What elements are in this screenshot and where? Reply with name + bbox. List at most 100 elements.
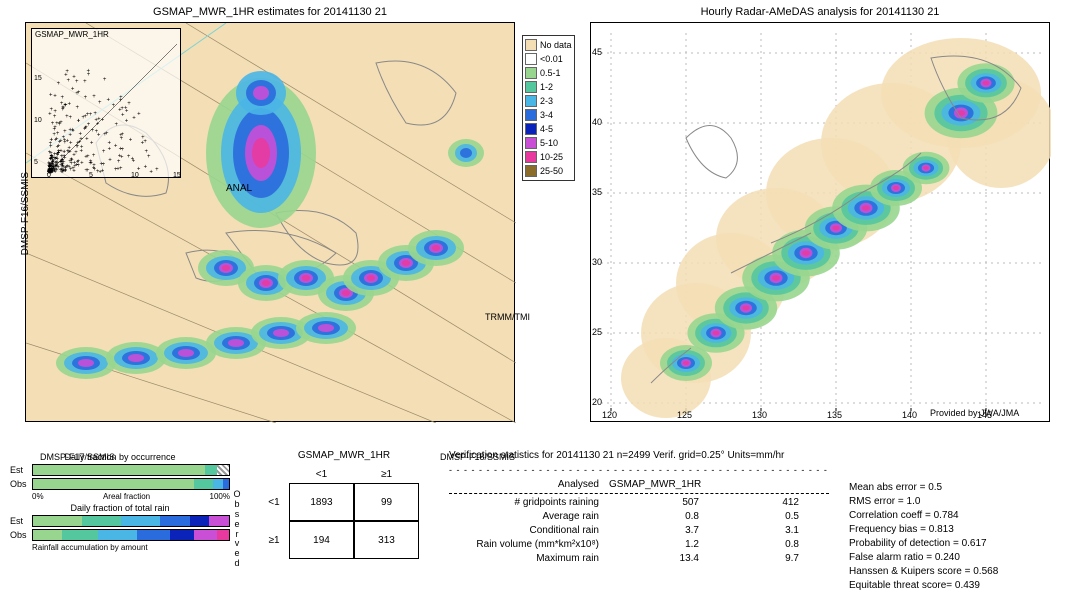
- svg-text:+: +: [77, 90, 81, 96]
- ct-cell: [259, 465, 289, 483]
- lat-tick: 20: [592, 397, 602, 407]
- svg-text:+: +: [77, 119, 81, 125]
- svg-text:+: +: [92, 94, 96, 100]
- lat-tick: 35: [592, 187, 602, 197]
- svg-text:+: +: [144, 165, 148, 171]
- ct-cell: 313: [354, 521, 419, 559]
- legend-row: 4-5: [525, 122, 572, 136]
- stats-row: Maximum rain13.49.7: [449, 553, 829, 564]
- df-row: Obs: [10, 529, 230, 541]
- svg-text:+: +: [60, 95, 64, 101]
- swath-label: DMSP-F17/SSMIS: [40, 452, 115, 462]
- stats-metrics: Mean abs error = 0.5RMS error = 1.0Corre…: [849, 479, 998, 594]
- svg-text:+: +: [107, 141, 111, 147]
- svg-text:+: +: [120, 136, 124, 142]
- metric-line: False alarm ratio = 0.240: [849, 552, 998, 563]
- svg-text:+: +: [66, 149, 70, 155]
- metric-line: Hanssen & Kuipers score = 0.568: [849, 566, 998, 577]
- svg-text:+: +: [127, 154, 131, 160]
- svg-text:+: +: [86, 68, 90, 74]
- legend-row: 2-3: [525, 94, 572, 108]
- svg-text:+: +: [62, 167, 66, 173]
- svg-text:+: +: [114, 143, 118, 149]
- stats-header: Verification statistics for 20141130 21 …: [449, 450, 1070, 461]
- ct-grid: <1≥1<1189399≥1194313: [259, 465, 429, 559]
- legend-row: 3-4: [525, 108, 572, 122]
- color-legend: No data<0.010.5-11-22-33-44-55-1010-2525…: [522, 35, 575, 181]
- lon-tick: 130: [752, 410, 767, 420]
- observed-vertical-label: Observed: [230, 490, 244, 610]
- legend-label: 5-10: [540, 138, 558, 148]
- df-bar: [32, 529, 230, 541]
- divider: - - - - - - - - - - - - - - - - - - - - …: [449, 465, 1070, 475]
- svg-text:+: +: [124, 106, 128, 112]
- svg-text:+: +: [69, 115, 73, 121]
- svg-text:+: +: [68, 128, 72, 134]
- swath-label: TRMM/TMI: [485, 312, 530, 322]
- svg-text:+: +: [119, 98, 123, 104]
- svg-text:+: +: [96, 122, 100, 128]
- svg-text:+: +: [58, 121, 62, 127]
- svg-text:+: +: [118, 108, 122, 114]
- svg-text:+: +: [137, 112, 141, 118]
- svg-text:+: +: [144, 149, 148, 155]
- ct-cell: <1: [289, 465, 354, 483]
- lat-tick: 30: [592, 257, 602, 267]
- df-row: Obs: [10, 478, 230, 490]
- legend-swatch: [525, 67, 537, 79]
- svg-text:+: +: [131, 157, 135, 163]
- df-bar: [32, 464, 230, 476]
- df-row: Est: [10, 464, 230, 476]
- svg-text:+: +: [118, 154, 122, 160]
- stats-row: # gridpoints raining507412: [449, 497, 829, 508]
- ct-cell: ≥1: [354, 465, 419, 483]
- svg-text:+: +: [84, 95, 88, 101]
- svg-text:+: +: [101, 118, 105, 124]
- legend-label: No data: [540, 40, 572, 50]
- svg-text:15: 15: [173, 172, 181, 179]
- svg-text:+: +: [63, 129, 67, 135]
- svg-text:+: +: [53, 109, 57, 115]
- svg-text:+: +: [53, 93, 57, 99]
- legend-swatch: [525, 81, 537, 93]
- svg-text:+: +: [149, 169, 153, 175]
- svg-text:+: +: [98, 100, 102, 106]
- lat-tick: 40: [592, 117, 602, 127]
- stats-table: AnalysedGSMAP_MWR_1HR# gridpoints rainin…: [449, 479, 829, 594]
- bottom-panel: Daily fraction by occurrenceEstObs0%Area…: [10, 450, 1070, 610]
- svg-text:+: +: [58, 140, 62, 146]
- metric-line: Mean abs error = 0.5: [849, 482, 998, 493]
- svg-text:+: +: [63, 154, 67, 160]
- svg-text:10: 10: [34, 117, 42, 124]
- legend-swatch: [525, 109, 537, 121]
- svg-text:+: +: [84, 155, 88, 161]
- swath-label: DMSP-F16/SSMIS: [20, 172, 31, 255]
- svg-text:5: 5: [89, 172, 93, 179]
- svg-text:+: +: [80, 161, 84, 167]
- legend-label: 0.5-1: [540, 68, 561, 78]
- svg-text:+: +: [121, 147, 125, 153]
- inset-title: GSMAP_MWR_1HR: [35, 30, 109, 39]
- legend-swatch: [525, 95, 537, 107]
- svg-text:+: +: [49, 93, 53, 99]
- right-map-title: Hourly Radar-AMeDAS analysis for 2014113…: [701, 6, 940, 18]
- accum-label: Rainfall accumulation by amount: [32, 543, 230, 552]
- svg-text:+: +: [71, 87, 75, 93]
- svg-text:+: +: [132, 115, 136, 121]
- lon-tick: 125: [677, 410, 692, 420]
- metric-line: Correlation coeff = 0.784: [849, 510, 998, 521]
- legend-label: <0.01: [540, 54, 563, 64]
- svg-text:+: +: [84, 125, 88, 131]
- legend-swatch: [525, 151, 537, 163]
- svg-text:+: +: [127, 101, 131, 107]
- df-bar: [32, 478, 230, 490]
- left-map-panel: GSMAP_MWR_1HR+++++++++++++++++++++++++++…: [25, 22, 515, 422]
- svg-text:+: +: [59, 159, 63, 165]
- svg-text:+: +: [108, 157, 112, 163]
- svg-text:15: 15: [34, 75, 42, 82]
- legend-swatch: [525, 165, 537, 177]
- svg-text:+: +: [100, 161, 104, 167]
- lon-tick: 140: [902, 410, 917, 420]
- svg-text:+: +: [119, 166, 123, 172]
- df-row-label: Est: [10, 516, 32, 526]
